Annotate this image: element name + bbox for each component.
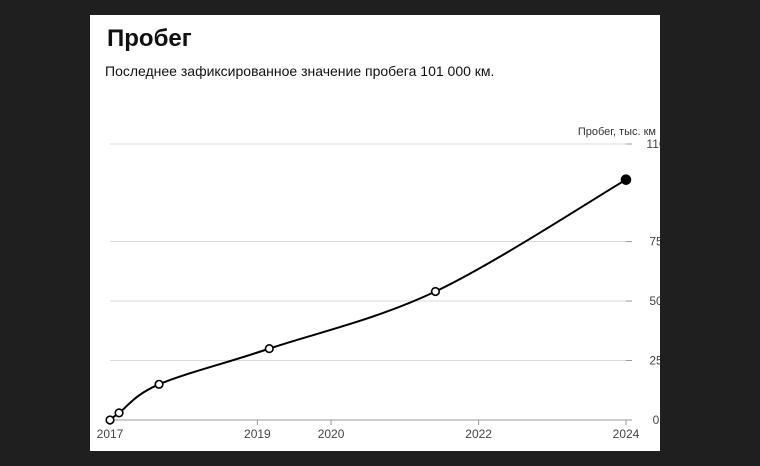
marker-layer	[105, 174, 632, 425]
grid-layer	[110, 143, 626, 421]
x-tick-label: 2019	[244, 427, 271, 441]
mileage-series-line	[109, 178, 627, 421]
chart-card: Пробег Последнее зафиксированное значени…	[90, 15, 660, 451]
y-tick-label: 25	[649, 354, 660, 368]
axis-layer: 0 25 50 75 116 2017 2019 2020 2022 2024	[97, 137, 660, 441]
y-tick-label: 116	[646, 137, 660, 151]
x-tick-label: 2022	[465, 427, 492, 441]
series-layer	[109, 178, 627, 421]
data-point	[264, 344, 274, 354]
x-tick-label: 2024	[613, 427, 640, 441]
chart-subtitle: Последнее зафиксированное значение пробе…	[105, 63, 495, 79]
data-point	[114, 408, 124, 418]
y-tick-label: 50	[649, 294, 660, 308]
x-tick-label: 2017	[97, 427, 124, 441]
data-point-latest	[620, 174, 632, 185]
y-tick-label: 0	[653, 413, 660, 427]
x-tick-label: 2020	[318, 427, 345, 441]
y-axis-title: Пробег, тыс. км	[578, 126, 656, 138]
data-point	[105, 415, 115, 425]
mileage-line-chart: 0 25 50 75 116 2017 2019 2020 2022 2024 Пробег, т…	[97, 126, 660, 441]
y-tick-label: 75	[649, 235, 660, 249]
data-point	[430, 286, 441, 297]
chart-title: Пробег	[107, 25, 192, 52]
data-point	[154, 379, 164, 389]
